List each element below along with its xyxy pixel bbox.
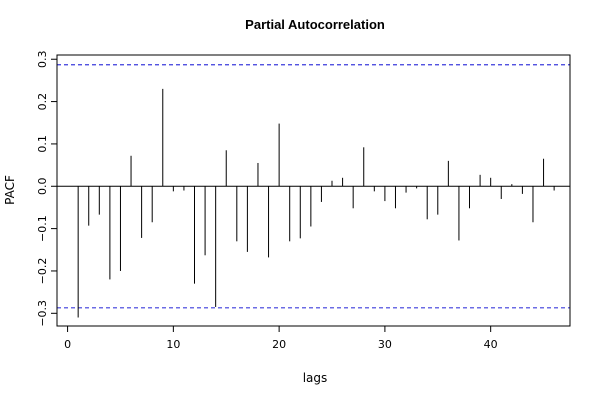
y-tick-label: 0.3: [36, 50, 49, 68]
y-tick-label: 0.1: [36, 135, 49, 153]
plot-frame: [56, 54, 571, 327]
x-tick-label: 40: [484, 338, 498, 351]
y-tick-label: 0.2: [36, 93, 49, 111]
x-tick-label: 10: [166, 338, 180, 351]
x-axis: 0 10 20 30 40: [64, 326, 498, 351]
y-tick-label: −0.3: [36, 300, 49, 327]
x-axis-label: lags: [303, 371, 328, 385]
chart-title: Partial Autocorrelation: [245, 17, 385, 32]
pacf-bars: [77, 88, 555, 318]
x-tick-label: 0: [64, 338, 71, 351]
y-tick-label: −0.1: [36, 215, 49, 242]
y-axis: −0.3 −0.2 −0.1 0.0 0.1 0.2 0.3: [36, 50, 57, 327]
y-tick-label: −0.2: [36, 258, 49, 285]
confidence-bounds: [57, 64, 570, 309]
x-tick-label: 20: [272, 338, 286, 351]
x-tick-label: 30: [378, 338, 392, 351]
y-axis-label: PACF: [3, 175, 17, 205]
y-tick-label: 0.0: [36, 178, 49, 196]
